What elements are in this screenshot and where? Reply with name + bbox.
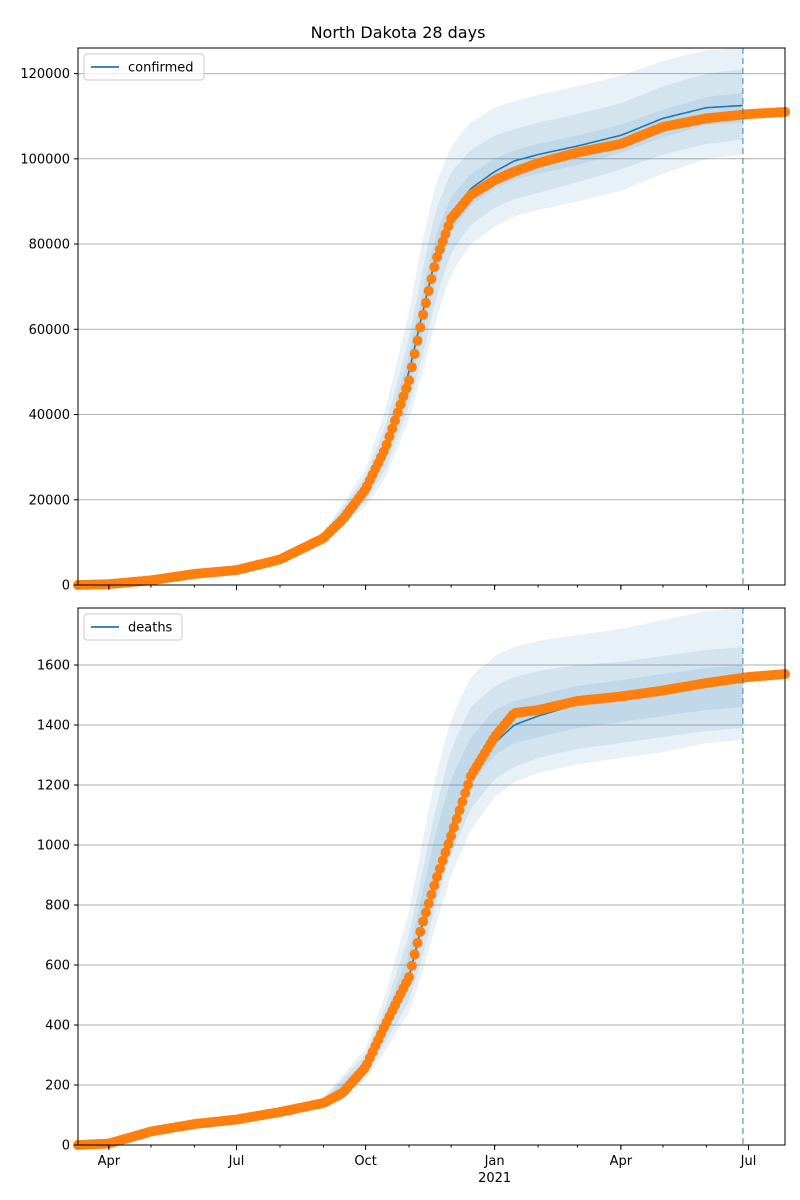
uncertainty-band-1 [323, 608, 743, 1108]
deaths-legend: deaths [83, 613, 183, 641]
deaths-observed-point [446, 831, 457, 841]
confirmed-observed-point [390, 415, 400, 426]
deaths-observed-point [429, 880, 440, 891]
deaths-observed-point [457, 796, 468, 807]
confirmed-observed-point [423, 285, 434, 296]
confirmed-observed-point [440, 229, 451, 239]
uncertainty-band-1 [323, 48, 743, 545]
x-tick-label: Apr [98, 1154, 121, 1169]
confirmed-observed-point [409, 348, 420, 359]
y-tick-label: 800 [45, 899, 70, 914]
confirmed-observed-point [381, 439, 392, 450]
deaths-observed-point [432, 871, 443, 882]
confirmed-observed-point [443, 221, 454, 232]
y-tick-label: 1400 [37, 719, 70, 734]
y-tick-label: 20000 [29, 493, 70, 508]
confirmed-observed-point [401, 383, 412, 394]
deaths-observed-point [460, 788, 471, 799]
deaths-observed-point [448, 822, 459, 833]
legend-box [83, 613, 183, 641]
confirmed-observed-point [412, 335, 423, 346]
deaths-observed-point [415, 926, 426, 937]
deaths-observed-point [434, 863, 445, 874]
y-tick-label: 80000 [29, 238, 70, 253]
confirmed-observed-point [384, 431, 395, 442]
y-tick-label: 200 [45, 1079, 70, 1094]
x-year-label: 2021 [478, 1171, 511, 1186]
y-tick-label: 120000 [20, 67, 70, 82]
confirmed-observed-point [426, 274, 437, 284]
deaths-observed-point [423, 898, 434, 909]
confirmed-observed-point [434, 244, 445, 255]
deaths-observed-point [418, 916, 429, 927]
y-tick-label: 1600 [37, 659, 70, 674]
confirmed-observed-point [437, 236, 448, 247]
deaths-observed-point [426, 889, 437, 900]
deaths-observed-point [451, 813, 462, 824]
legend-box [83, 53, 205, 81]
y-tick-label: 60000 [29, 323, 70, 338]
deaths-panel: 0 200 400 600 800 1000 1200 1400 1600 Apr Jul Oct Ja… [37, 607, 790, 1186]
plot-frame [77, 47, 786, 586]
plot-frame [77, 607, 786, 1146]
deaths-observed-point [404, 972, 415, 982]
deaths-observed-point [437, 855, 448, 866]
confirmed-observed-point [392, 407, 403, 418]
y-tick-label: 1200 [37, 779, 70, 794]
y-tick-label: 400 [45, 1019, 70, 1034]
x-tick-label: Jan [484, 1154, 505, 1169]
confirmed-observed-point [398, 391, 409, 402]
x-tick-label: Apr [610, 1154, 633, 1169]
deaths-observed-point [454, 805, 465, 816]
y-tick-label: 0 [62, 579, 70, 594]
confirmed-observed-point [387, 423, 398, 434]
deaths-observed-point [463, 779, 473, 790]
y-tick-label: 1000 [37, 839, 70, 854]
x-tick-label: Oct [354, 1154, 376, 1169]
confirmed-observed-point [415, 322, 426, 333]
confirmed-observed-point [429, 262, 440, 273]
y-tick-label: 600 [45, 959, 70, 974]
confirmed-observed-point [418, 309, 429, 320]
deaths-observed-point [406, 960, 417, 971]
confirmed-legend: confirmed [83, 53, 205, 81]
y-tick-label: 0 [62, 1139, 70, 1154]
chart-title: North Dakota 28 days [311, 23, 486, 42]
deaths-observed-point [412, 938, 423, 948]
y-tick-label: 40000 [29, 408, 70, 423]
confirmed-observed-point [432, 252, 443, 263]
legend-label: confirmed [128, 61, 194, 76]
deaths-observed-point [409, 949, 420, 960]
confirmed-observed-point [420, 297, 431, 308]
deaths-observed-point [420, 907, 431, 918]
x-tick-label: Jul [228, 1154, 245, 1169]
confirmed-observed-point [395, 399, 406, 410]
deaths-observed-point [440, 847, 451, 858]
confirmed-observed-point [404, 375, 415, 386]
deaths-observed-point [443, 839, 454, 850]
confirmed-observed-point [406, 362, 417, 373]
x-tick-label: Jul [740, 1154, 757, 1169]
legend-label: deaths [128, 621, 173, 636]
y-tick-label: 100000 [20, 152, 70, 167]
confirmed-panel: 0 20000 40000 60000 80000 100000 120000 confirm… [20, 47, 790, 594]
uncertainty-band-3 [323, 665, 743, 1105]
